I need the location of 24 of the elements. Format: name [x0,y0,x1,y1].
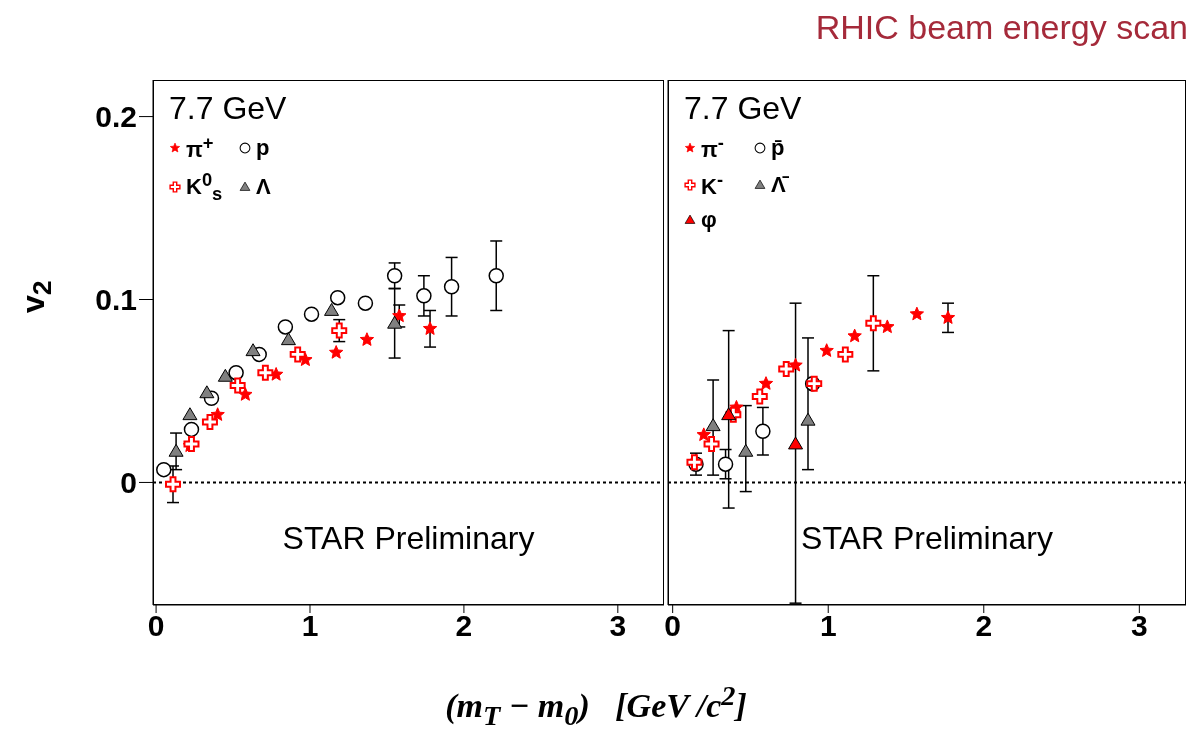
x-tick-label: 2 [455,609,473,643]
x-tick-label: 3 [609,609,627,643]
x-tick-label: 0 [147,609,165,643]
x-tick-label: 3 [1130,609,1148,643]
x-tick-label: 1 [301,609,319,643]
x-tick-label: 2 [975,609,993,643]
y-tick-label: 0.2 [95,100,137,134]
x-axis-title: (m$_{T}$ − m$_{0}$) [GeV /c$^{2}$] [444,680,748,733]
x-tick-label: 1 [819,609,837,643]
legend-label: φ [701,206,717,233]
legend-label: K$^{-}$ [701,169,723,201]
annotation: STAR Preliminary [800,520,1054,557]
legend-label: p [256,134,270,161]
annotation: 7.7 GeV [169,90,287,126]
y-tick-label: 0 [120,466,137,500]
legend-label: Λ [256,174,271,201]
legend-label: π$^{+}$ [186,132,214,164]
y-tick-label: 0.1 [95,283,137,317]
x-tick-label: 0 [664,609,682,643]
annotation: 7.7 GeV [684,90,802,126]
legend-label: p̄ [771,134,785,161]
legend-label: π$^{-}$ [701,132,724,164]
chart-title: RHIC beam energy scan [815,8,1188,47]
annotation: STAR Preliminary [281,520,536,557]
